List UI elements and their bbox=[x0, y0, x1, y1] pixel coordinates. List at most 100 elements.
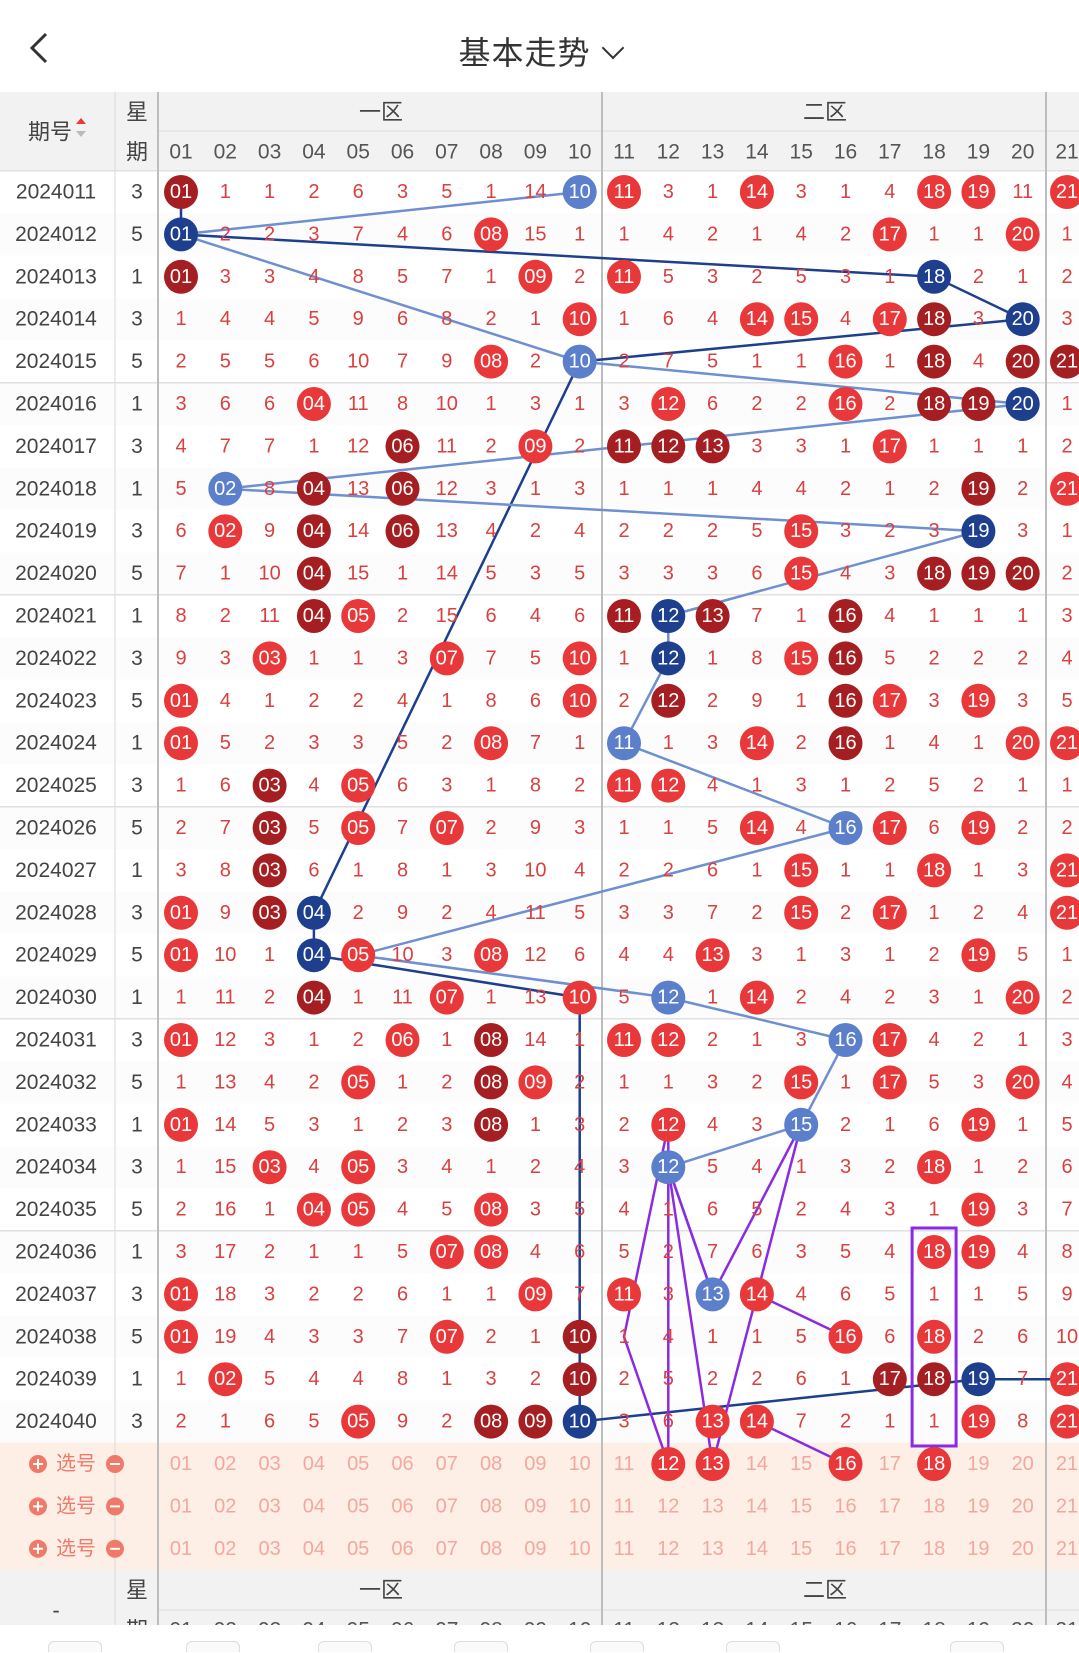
toolbar-tab[interactable] bbox=[318, 1641, 372, 1652]
number-ball[interactable] bbox=[739, 175, 774, 209]
pick-number[interactable]: 08 bbox=[480, 1453, 502, 1475]
number-ball[interactable] bbox=[385, 429, 420, 464]
number-ball[interactable] bbox=[164, 938, 198, 973]
number-ball[interactable] bbox=[252, 853, 287, 888]
number-ball[interactable] bbox=[872, 1023, 907, 1057]
number-ball[interactable] bbox=[917, 853, 952, 888]
number-ball[interactable] bbox=[961, 683, 996, 718]
pick-number[interactable]: 02 bbox=[214, 1453, 236, 1475]
number-ball[interactable] bbox=[917, 175, 952, 209]
number-ball[interactable] bbox=[562, 1362, 597, 1397]
pick-number[interactable]: 05 bbox=[347, 1495, 369, 1517]
pick-number[interactable]: 15 bbox=[790, 1495, 812, 1517]
number-ball[interactable] bbox=[651, 599, 686, 633]
pick-number[interactable]: 09 bbox=[524, 1453, 546, 1475]
number-ball[interactable] bbox=[208, 514, 243, 549]
number-ball[interactable] bbox=[341, 938, 376, 973]
pick-number[interactable]: 13 bbox=[701, 1495, 723, 1517]
number-ball[interactable] bbox=[917, 1362, 952, 1397]
number-ball[interactable] bbox=[341, 1192, 376, 1227]
number-ball[interactable] bbox=[651, 1150, 686, 1185]
number-ball[interactable] bbox=[828, 683, 863, 718]
number-ball[interactable] bbox=[695, 429, 730, 464]
sort-up-icon[interactable] bbox=[76, 118, 86, 124]
number-ball[interactable] bbox=[164, 1023, 198, 1057]
number-ball[interactable] bbox=[607, 726, 641, 761]
pick-number[interactable]: 17 bbox=[879, 1495, 901, 1517]
pick-number[interactable]: 07 bbox=[436, 1538, 458, 1560]
number-ball[interactable] bbox=[1005, 556, 1040, 591]
number-ball[interactable] bbox=[784, 895, 819, 930]
number-ball[interactable] bbox=[695, 1277, 730, 1312]
number-ball[interactable] bbox=[739, 1277, 774, 1312]
pick-number[interactable]: 19 bbox=[967, 1538, 989, 1560]
toolbar-tab[interactable] bbox=[590, 1641, 644, 1652]
number-ball[interactable] bbox=[296, 980, 331, 1015]
pick-number[interactable]: 20 bbox=[1012, 1453, 1034, 1475]
number-ball[interactable] bbox=[917, 1150, 952, 1185]
pick-number[interactable]: 03 bbox=[258, 1538, 280, 1560]
number-ball[interactable] bbox=[872, 217, 907, 252]
number-ball[interactable] bbox=[961, 938, 996, 973]
number-ball[interactable] bbox=[1050, 1362, 1079, 1397]
toolbar-tab[interactable] bbox=[48, 1641, 102, 1652]
number-ball[interactable] bbox=[1050, 471, 1079, 506]
number-ball[interactable] bbox=[739, 980, 774, 1015]
number-ball[interactable] bbox=[607, 259, 641, 294]
pick-number[interactable]: 09 bbox=[524, 1495, 546, 1517]
pick-number[interactable]: 05 bbox=[347, 1538, 369, 1560]
pick-number[interactable]: 07 bbox=[436, 1495, 458, 1517]
number-ball[interactable] bbox=[828, 344, 863, 379]
issue-header[interactable]: 期号 bbox=[28, 120, 72, 145]
number-ball[interactable] bbox=[1005, 344, 1040, 379]
selected-ball[interactable] bbox=[651, 1447, 686, 1481]
number-ball[interactable] bbox=[961, 556, 996, 591]
number-ball[interactable] bbox=[562, 683, 597, 718]
pick-number[interactable]: 04 bbox=[303, 1453, 325, 1475]
number-ball[interactable] bbox=[164, 1319, 198, 1354]
number-ball[interactable] bbox=[164, 726, 198, 761]
number-ball[interactable] bbox=[562, 1404, 597, 1439]
number-ball[interactable] bbox=[917, 302, 952, 337]
number-ball[interactable] bbox=[474, 1107, 509, 1142]
number-ball[interactable] bbox=[651, 768, 686, 803]
pick-number[interactable]: 02 bbox=[214, 1538, 236, 1560]
number-ball[interactable] bbox=[651, 1107, 686, 1142]
pick-number[interactable]: 11 bbox=[614, 1453, 635, 1475]
pick-number[interactable]: 15 bbox=[790, 1538, 812, 1560]
number-ball[interactable] bbox=[828, 811, 863, 845]
number-ball[interactable] bbox=[429, 1319, 464, 1354]
number-ball[interactable] bbox=[917, 1319, 952, 1354]
number-ball[interactable] bbox=[474, 1192, 509, 1227]
number-ball[interactable] bbox=[872, 1065, 907, 1100]
number-ball[interactable] bbox=[917, 1235, 952, 1269]
pick-number[interactable]: 21 bbox=[1056, 1495, 1078, 1517]
number-ball[interactable] bbox=[1005, 217, 1040, 252]
pick-number[interactable]: 16 bbox=[834, 1538, 856, 1560]
number-ball[interactable] bbox=[961, 1362, 996, 1397]
number-ball[interactable] bbox=[164, 895, 198, 930]
number-ball[interactable] bbox=[784, 556, 819, 591]
number-ball[interactable] bbox=[164, 217, 198, 252]
number-ball[interactable] bbox=[252, 895, 287, 930]
number-ball[interactable] bbox=[1005, 387, 1040, 421]
number-ball[interactable] bbox=[164, 259, 198, 294]
number-ball[interactable] bbox=[474, 217, 509, 252]
toolbar-tab[interactable] bbox=[186, 1641, 240, 1652]
number-ball[interactable] bbox=[651, 641, 686, 676]
number-ball[interactable] bbox=[607, 768, 641, 803]
number-ball[interactable] bbox=[518, 1277, 553, 1312]
pick-number[interactable]: 04 bbox=[303, 1495, 325, 1517]
pick-number[interactable]: 21 bbox=[1056, 1538, 1078, 1560]
number-ball[interactable] bbox=[828, 1319, 863, 1354]
number-ball[interactable] bbox=[651, 683, 686, 718]
number-ball[interactable] bbox=[651, 980, 686, 1015]
pick-number[interactable]: 17 bbox=[879, 1538, 901, 1560]
pick-number[interactable]: 04 bbox=[303, 1538, 325, 1560]
pick-number[interactable]: 15 bbox=[790, 1453, 812, 1475]
number-ball[interactable] bbox=[961, 175, 996, 209]
number-ball[interactable] bbox=[1050, 344, 1079, 379]
chevron-left-icon[interactable] bbox=[20, 28, 60, 68]
pick-number[interactable]: 19 bbox=[967, 1453, 989, 1475]
selected-ball[interactable] bbox=[917, 1447, 952, 1481]
